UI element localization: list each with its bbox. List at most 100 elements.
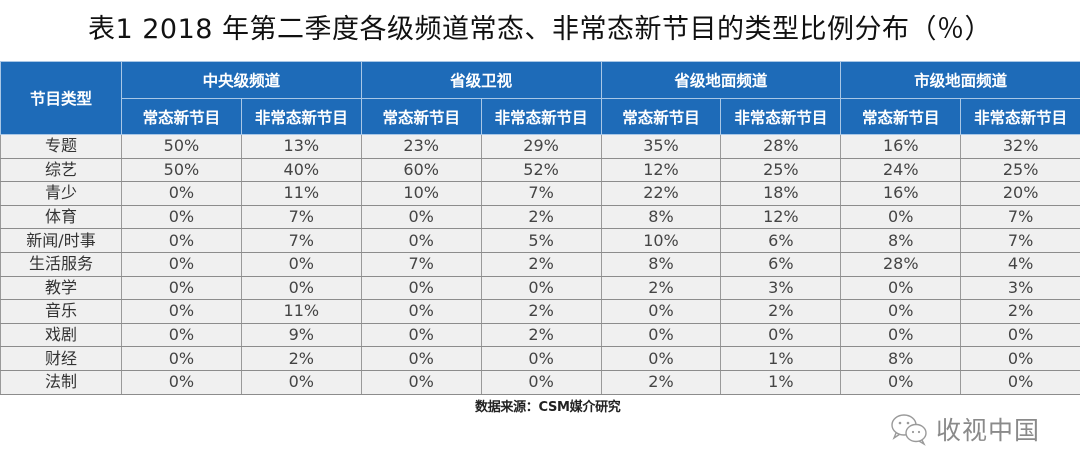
value-cell: 11% (240, 299, 362, 324)
value-cell: 25% (960, 158, 1080, 183)
value-cell: 0% (840, 323, 962, 348)
value-cell: 12% (600, 158, 722, 183)
value-cell: 2% (480, 323, 602, 348)
value-cell: 0% (360, 276, 482, 301)
value-cell: 6% (720, 228, 842, 253)
value-cell: 0% (121, 346, 242, 371)
table-row: 音乐 0% 11% 0% 2% 0% 2% 0% 2% (0, 299, 1080, 324)
table-title: 表1 2018 年第二季度各级频道常态、非常态新节目的类型比例分布（％） (87, 14, 993, 45)
row-label: 戏剧 (0, 323, 122, 348)
wechat-icon (891, 414, 927, 446)
row-label: 体育 (0, 205, 122, 230)
table-body: 专题 50% 13% 23% 29% 35% 28% 16% 32% 综艺 50% 40% 60% 52%… (0, 134, 1080, 395)
value-cell: 13% (240, 134, 362, 159)
value-cell: 2% (480, 299, 602, 324)
table-row: 生活服务 0% 0% 7% 2% 8% 6% 28% 4% (0, 252, 1080, 277)
value-cell: 0% (121, 252, 242, 277)
value-cell: 0% (960, 370, 1080, 395)
value-cell: 60% (360, 158, 482, 183)
sub-header-regular: 常态新节目 (121, 98, 242, 135)
value-cell: 0% (360, 370, 482, 395)
watermark-text: 收视中国 (936, 416, 1041, 445)
value-cell: 0% (840, 276, 962, 301)
sub-header-regular: 常态新节目 (840, 98, 962, 135)
row-label: 专题 (0, 134, 122, 159)
value-cell: 0% (480, 346, 602, 371)
value-cell: 29% (480, 134, 602, 159)
sub-header-regular: 常态新节目 (600, 98, 722, 135)
value-cell: 0% (600, 323, 722, 348)
value-cell: 35% (600, 134, 722, 159)
value-cell: 0% (480, 370, 602, 395)
sub-header-irregular: 非常态新节目 (480, 98, 602, 135)
table-row: 财经 0% 2% 0% 0% 0% 1% 8% 0% (0, 346, 1080, 371)
value-cell: 0% (121, 181, 242, 206)
value-cell: 28% (720, 134, 842, 159)
value-cell: 4% (960, 252, 1080, 277)
value-cell: 2% (480, 205, 602, 230)
value-cell: 0% (240, 370, 362, 395)
value-cell: 10% (360, 181, 482, 206)
table-row: 综艺 50% 40% 60% 52% 12% 25% 24% 25% (0, 158, 1080, 183)
table-row: 法制 0% 0% 0% 0% 2% 1% 0% 0% (0, 370, 1080, 395)
value-cell: 0% (360, 346, 482, 371)
sub-header-irregular: 非常态新节目 (240, 98, 362, 135)
value-cell: 16% (840, 134, 962, 159)
value-cell: 2% (600, 370, 722, 395)
value-cell: 2% (960, 299, 1080, 324)
value-cell: 8% (840, 228, 962, 253)
value-cell: 8% (600, 252, 722, 277)
value-cell: 0% (121, 205, 242, 230)
value-cell: 0% (840, 205, 962, 230)
table-header: 节目类型 中央级频道 省级卫视 省级地面频道 市级地面频道 常态新节目 非常态新… (0, 61, 1080, 135)
value-cell: 7% (480, 181, 602, 206)
row-label: 音乐 (0, 299, 122, 324)
value-cell: 28% (840, 252, 962, 277)
group-header-city-terrestrial: 市级地面频道 (840, 61, 1080, 99)
value-cell: 6% (720, 252, 842, 277)
value-cell: 25% (720, 158, 842, 183)
value-cell: 7% (960, 205, 1080, 230)
value-cell: 0% (121, 228, 242, 253)
value-cell: 0% (240, 276, 362, 301)
value-cell: 24% (840, 158, 962, 183)
value-cell: 8% (600, 205, 722, 230)
value-cell: 5% (480, 228, 602, 253)
value-cell: 0% (960, 346, 1080, 371)
value-cell: 52% (480, 158, 602, 183)
value-cell: 10% (600, 228, 722, 253)
data-source-note: 数据来源：CSM媒介研究 (475, 400, 621, 415)
value-cell: 2% (720, 299, 842, 324)
row-label: 新闻/时事 (0, 228, 122, 253)
row-header-cell: 节目类型 (0, 61, 122, 135)
value-cell: 9% (240, 323, 362, 348)
value-cell: 1% (720, 346, 842, 371)
value-cell: 0% (360, 323, 482, 348)
sub-header-row: 常态新节目 非常态新节目 常态新节目 非常态新节目 常态新节目 非常态新节目 常… (1, 98, 1080, 135)
table-row: 专题 50% 13% 23% 29% 35% 28% 16% 32% (0, 134, 1080, 159)
value-cell: 0% (480, 276, 602, 301)
value-cell: 0% (840, 299, 962, 324)
group-header-row: 节目类型 中央级频道 省级卫视 省级地面频道 市级地面频道 (0, 61, 1080, 135)
table-row: 青少 0% 11% 10% 7% 22% 18% 16% 20% (0, 181, 1080, 206)
table-row: 体育 0% 7% 0% 2% 8% 12% 0% 7% (0, 205, 1080, 230)
sub-header-irregular: 非常态新节目 (720, 98, 842, 135)
value-cell: 18% (720, 181, 842, 206)
value-cell: 0% (360, 205, 482, 230)
value-cell: 0% (121, 299, 242, 324)
value-cell: 22% (600, 181, 722, 206)
row-label: 综艺 (0, 158, 122, 183)
value-cell: 7% (240, 205, 362, 230)
value-cell: 7% (240, 228, 362, 253)
value-cell: 0% (240, 252, 362, 277)
value-cell: 50% (121, 158, 242, 183)
value-cell: 3% (720, 276, 842, 301)
row-label: 青少 (0, 181, 122, 206)
value-cell: 0% (360, 228, 482, 253)
group-header-central: 中央级频道 (121, 61, 362, 99)
value-cell: 7% (360, 252, 482, 277)
value-cell: 0% (960, 323, 1080, 348)
value-cell: 16% (840, 181, 962, 206)
value-cell: 12% (720, 205, 842, 230)
value-cell: 0% (720, 323, 842, 348)
